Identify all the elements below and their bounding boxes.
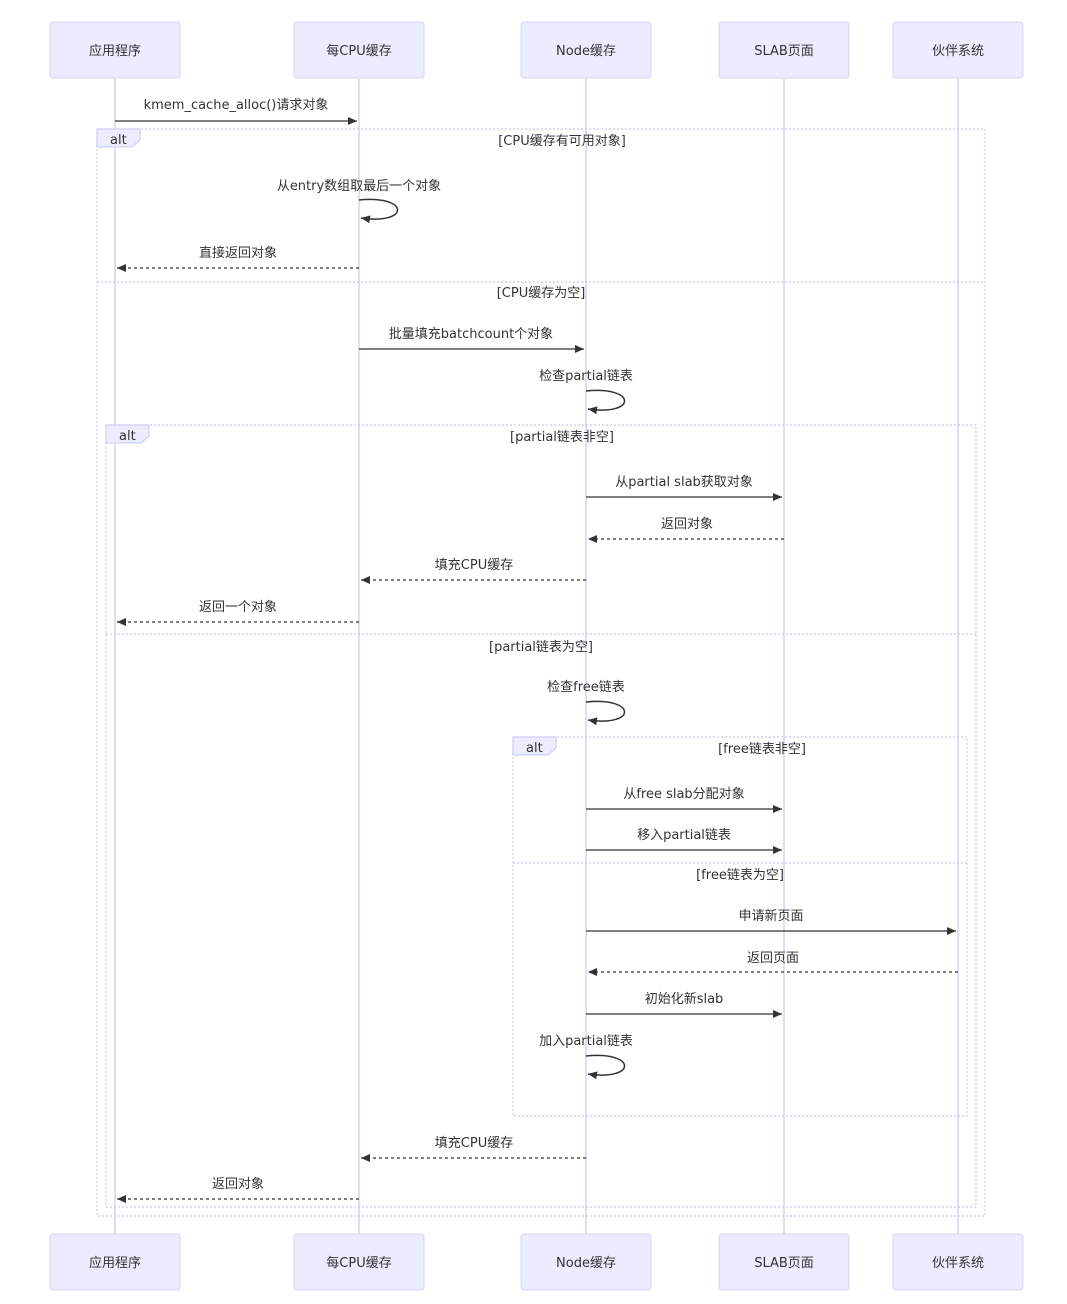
alt-frame-partial-list: alt [partial链表非空] [partial链表为空] [105, 424, 977, 1208]
actor-top-app: 应用程序 [49, 21, 181, 79]
message-label: 移入partial链表 [637, 828, 731, 843]
message-6: 返回对象 [588, 517, 784, 543]
message-11: 移入partial链表 [586, 828, 782, 854]
message-15: 加入partial链表 [539, 1034, 633, 1080]
message-1: 从entry数组取最后一个对象 [277, 179, 441, 224]
self-loop-arrow [585, 1054, 626, 1080]
message-label: 填充CPU缓存 [435, 1135, 513, 1151]
actor-label: 每CPU缓存 [326, 43, 391, 59]
alt-frame-free-list-condition-1: [free链表非空] [718, 742, 806, 757]
message-9: 检查free链表 [547, 680, 626, 726]
message-3: 批量填充batchcount个对象 [359, 326, 584, 353]
self-loop-arrow [585, 389, 626, 415]
alt-frame-free-list-tag: alt [526, 741, 543, 756]
message-label: 检查free链表 [547, 680, 625, 695]
message-label: 返回对象 [661, 517, 713, 532]
actor-bottom-cpu-cache: 每CPU缓存 [293, 1233, 425, 1291]
message-label: 从partial slab获取对象 [615, 475, 753, 490]
actor-bottom-node-cache: Node缓存 [520, 1233, 652, 1291]
actor-top-node-cache: Node缓存 [520, 21, 652, 79]
actor-label: 伙伴系统 [932, 44, 984, 59]
message-12: 申请新页面 [586, 908, 956, 935]
message-16: 填充CPU缓存 [361, 1135, 586, 1162]
message-17: 返回对象 [117, 1177, 359, 1203]
actor-label: 应用程序 [89, 43, 141, 59]
actor-label: 伙伴系统 [932, 1256, 984, 1271]
message-7: 填充CPU缓存 [361, 557, 586, 584]
message-13: 返回页面 [588, 951, 958, 976]
actor-label: Node缓存 [556, 1256, 616, 1271]
message-label: 初始化新slab [645, 991, 724, 1007]
message-label: 从entry数组取最后一个对象 [277, 179, 441, 194]
alt-frame-partial-list-condition-2: [partial链表为空] [489, 640, 593, 655]
alt-frame-cpu-cache-condition-1: [CPU缓存有可用对象] [498, 134, 626, 149]
message-label: 检查partial链表 [539, 369, 633, 384]
actor-label: 应用程序 [89, 1255, 141, 1271]
message-label: 填充CPU缓存 [435, 557, 513, 573]
message-label: 返回一个对象 [199, 600, 277, 615]
self-loop-arrow [358, 198, 399, 224]
message-4: 检查partial链表 [539, 369, 633, 415]
message-label: 返回页面 [747, 951, 799, 966]
actor-label: Node缓存 [556, 44, 616, 59]
message-2: 直接返回对象 [117, 245, 359, 272]
alt-frame-cpu-cache-tag: alt [110, 133, 127, 148]
message-10: 从free slab分配对象 [586, 787, 782, 813]
actor-top-slab-page: SLAB页面 [718, 21, 850, 79]
alt-frame-free-list-condition-2: [free链表为空] [696, 868, 784, 883]
message-label: kmem_cache_alloc()请求对象 [144, 98, 329, 113]
message-label: 加入partial链表 [539, 1034, 633, 1049]
alt-frame-partial-list-condition-1: [partial链表非空] [510, 430, 614, 445]
actor-label: 每CPU缓存 [326, 1255, 391, 1271]
alt-frame-cpu-cache: alt [CPU缓存有可用对象] [CPU缓存为空] [96, 128, 986, 1217]
message-label: 直接返回对象 [199, 245, 277, 261]
actor-top-buddy-system: 伙伴系统 [892, 21, 1024, 79]
message-label: 批量填充batchcount个对象 [389, 326, 553, 342]
self-loop-arrow [585, 700, 626, 726]
message-5: 从partial slab获取对象 [586, 475, 782, 501]
message-label: 从free slab分配对象 [623, 787, 744, 802]
actor-label: SLAB页面 [754, 1256, 814, 1271]
alt-frame-free-list: alt [free链表非空] [free链表为空] [512, 736, 968, 1117]
message-label: 返回对象 [212, 1177, 264, 1192]
message-0: kmem_cache_alloc()请求对象 [115, 98, 357, 125]
alt-frame-cpu-cache-condition-2: [CPU缓存为空] [497, 286, 586, 301]
actor-label: SLAB页面 [754, 44, 814, 59]
actor-top-cpu-cache: 每CPU缓存 [293, 21, 425, 79]
actor-bottom-app: 应用程序 [49, 1233, 181, 1291]
actor-bottom-slab-page: SLAB页面 [718, 1233, 850, 1291]
actor-bottom-buddy-system: 伙伴系统 [892, 1233, 1024, 1291]
alt-frame-partial-list-tag: alt [119, 429, 136, 444]
message-label: 申请新页面 [738, 908, 803, 924]
message-14: 初始化新slab [586, 991, 782, 1018]
message-8: 返回一个对象 [117, 600, 359, 626]
